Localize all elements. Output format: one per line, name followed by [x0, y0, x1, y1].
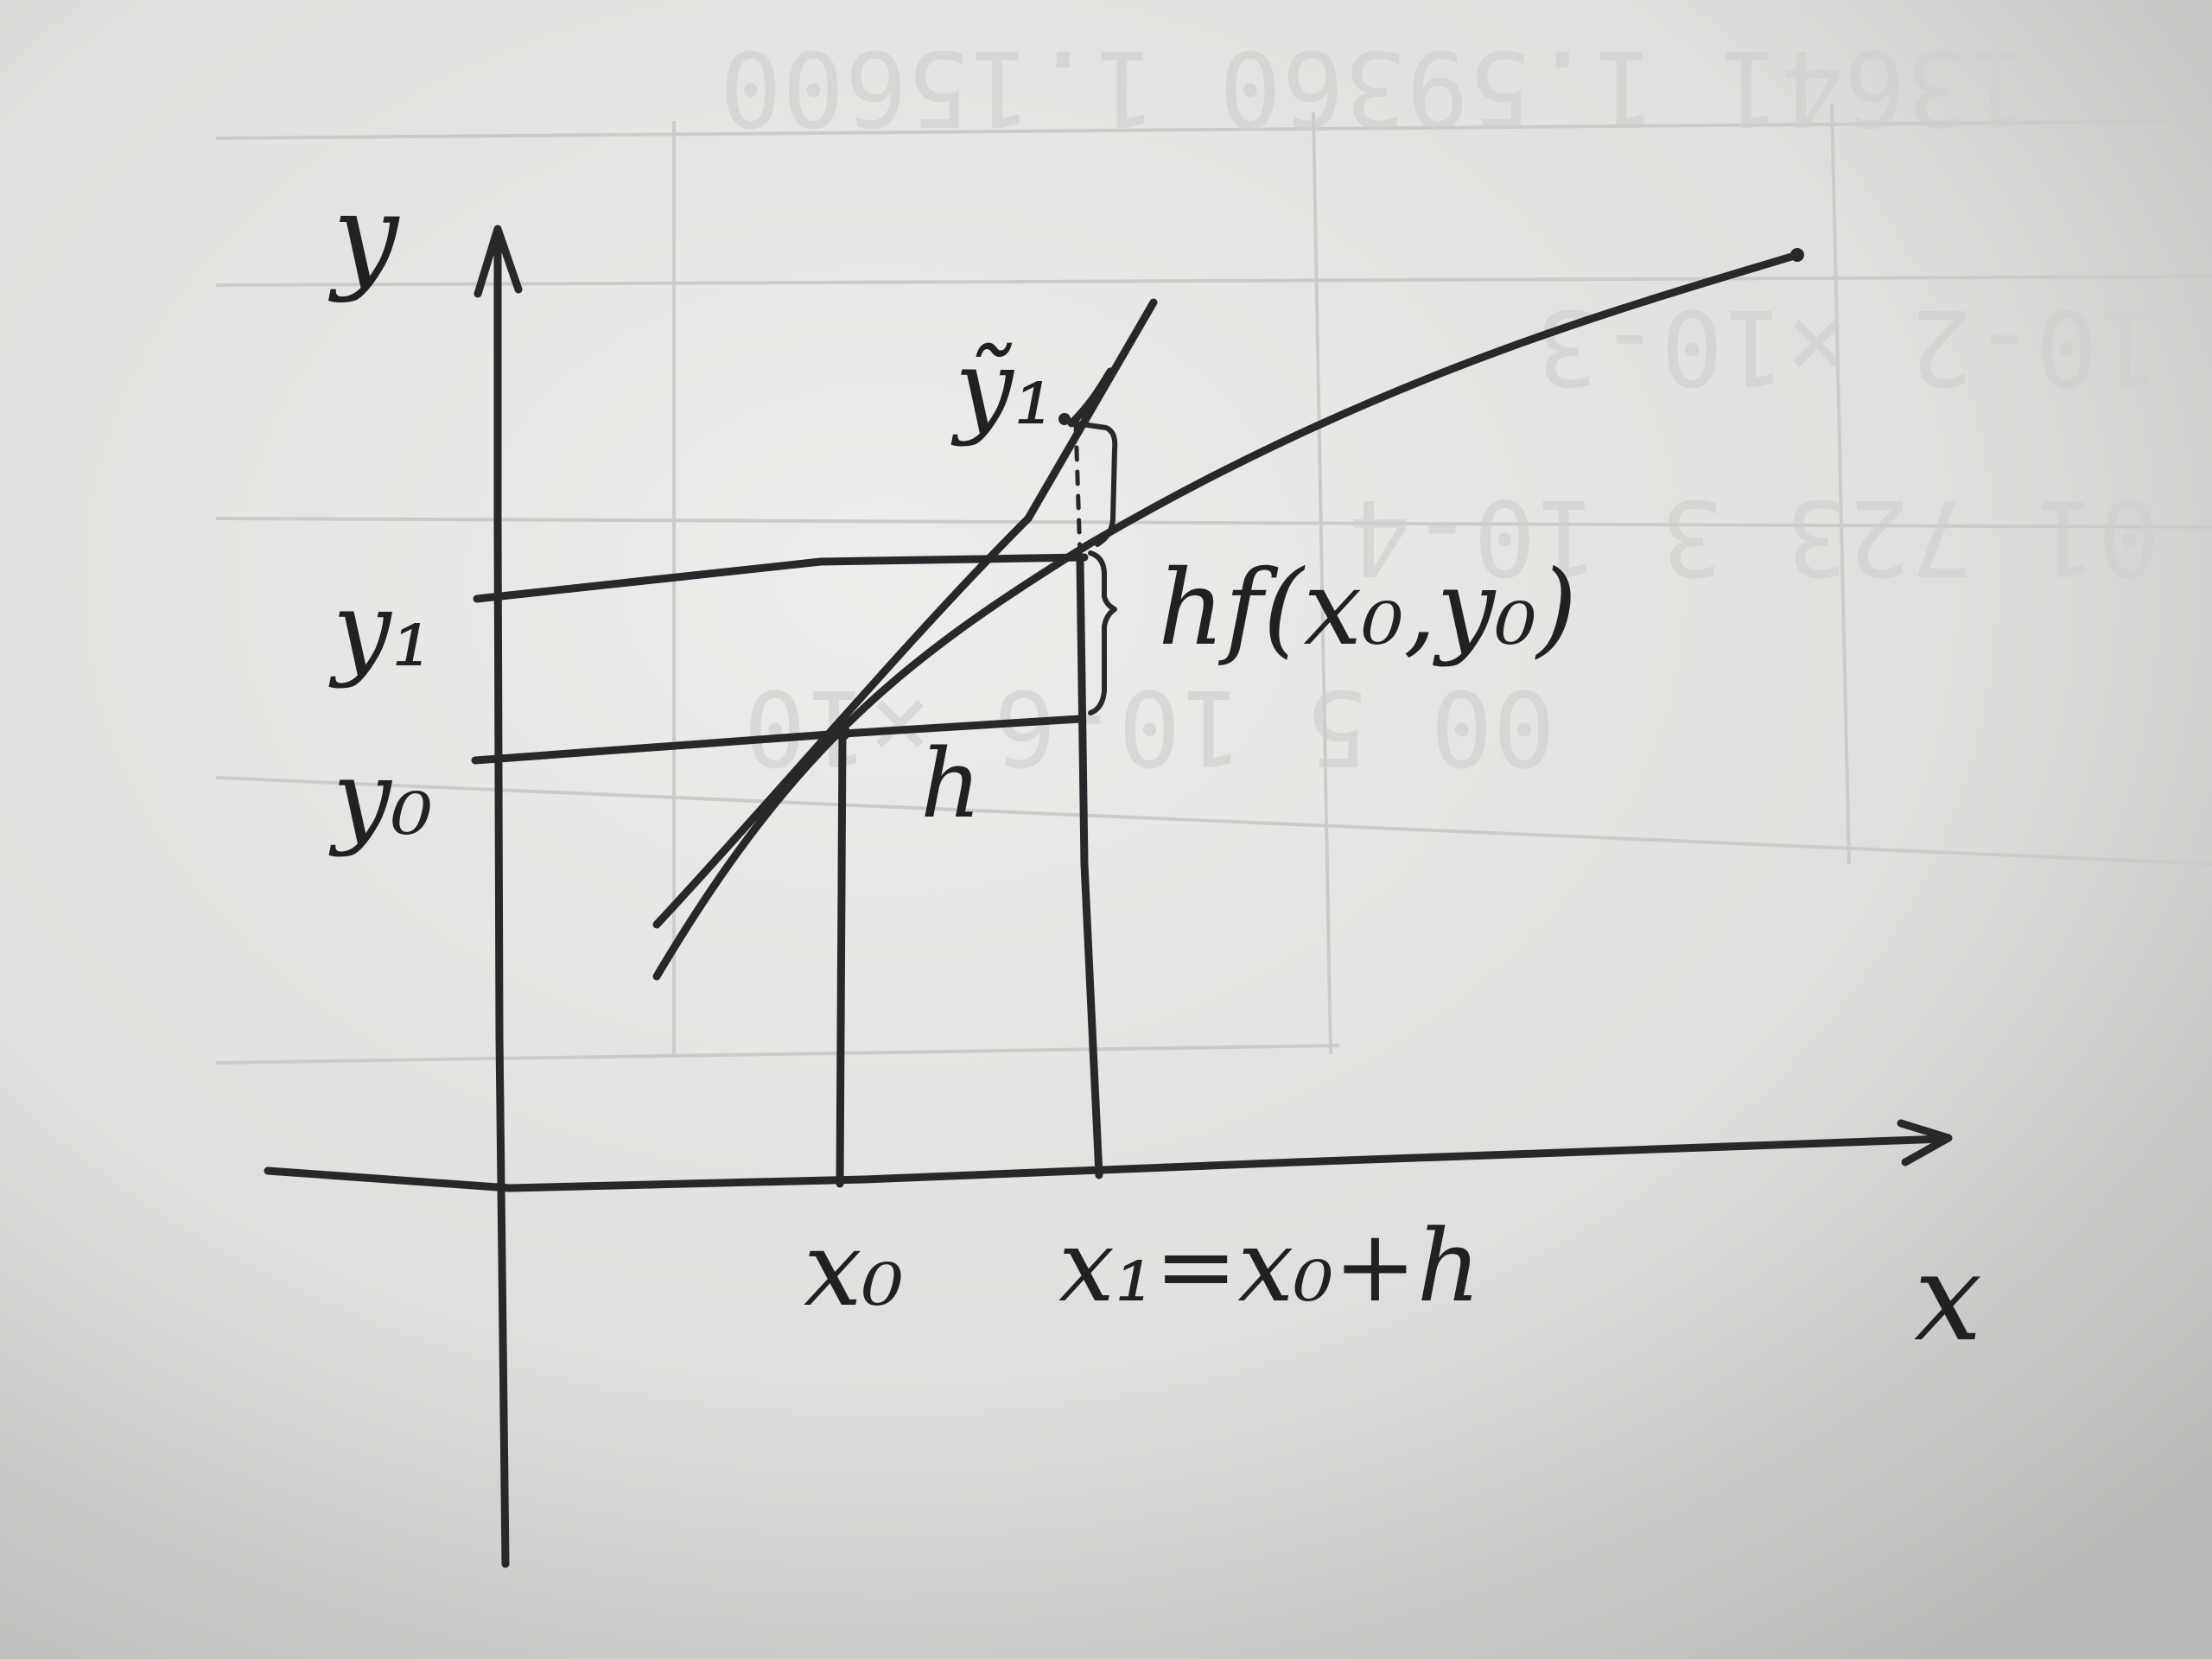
- point-x0-y0: [835, 725, 850, 741]
- bleed-rule-3: [215, 517, 2212, 529]
- step-brace: [1088, 550, 1117, 715]
- y0-label: y₀: [328, 739, 433, 859]
- y1-label: y₁: [328, 570, 433, 690]
- axes: [264, 225, 1953, 1568]
- bleed-col-3: [1830, 103, 1851, 865]
- y-axis-label: y: [327, 168, 400, 304]
- x-axis: [264, 1135, 1948, 1192]
- bleed-rule-4: [215, 776, 2212, 866]
- y1-tilde-label: ỹ₁: [950, 328, 1055, 448]
- solution-curve: [652, 251, 1802, 981]
- y1-guide-line: [473, 553, 1089, 603]
- y-axis: [493, 225, 510, 1568]
- bleed-rule-5: [215, 1044, 1340, 1065]
- bleed-text-row4: 00 5 10-6 ×10: [744, 666, 1555, 786]
- bleed-text-row3: 01 723 3 10-4: [1349, 476, 2160, 596]
- error-brace: [1073, 421, 1118, 547]
- curve-end-dot: [1790, 248, 1804, 262]
- bleed-text-row1: 13641 1.59360 1.15600: [720, 27, 2031, 147]
- x-axis-label: x: [1914, 1228, 1982, 1369]
- bleed-rule-2: [215, 275, 2212, 287]
- y-axis-arrow: [474, 225, 523, 298]
- bleed-rule-1: [215, 119, 2212, 140]
- x1-guide-line: [1076, 557, 1103, 1179]
- step-height-label: hf(x₀,y₀): [1158, 549, 1577, 669]
- x0-label: x₀: [804, 1210, 904, 1330]
- error-dashed-line: [1073, 421, 1083, 560]
- x0-guide-line: [836, 728, 847, 1188]
- h-label: h: [920, 728, 982, 839]
- x1-label: x₁=x₀+h: [1058, 1209, 1481, 1325]
- y0-guide-line: [471, 715, 1084, 765]
- tangent-stroke: [1067, 367, 1115, 428]
- bleed-col-2: [1312, 111, 1332, 1055]
- point-tilde-y1: [1058, 413, 1071, 425]
- x-axis-arrow: [1897, 1119, 1953, 1166]
